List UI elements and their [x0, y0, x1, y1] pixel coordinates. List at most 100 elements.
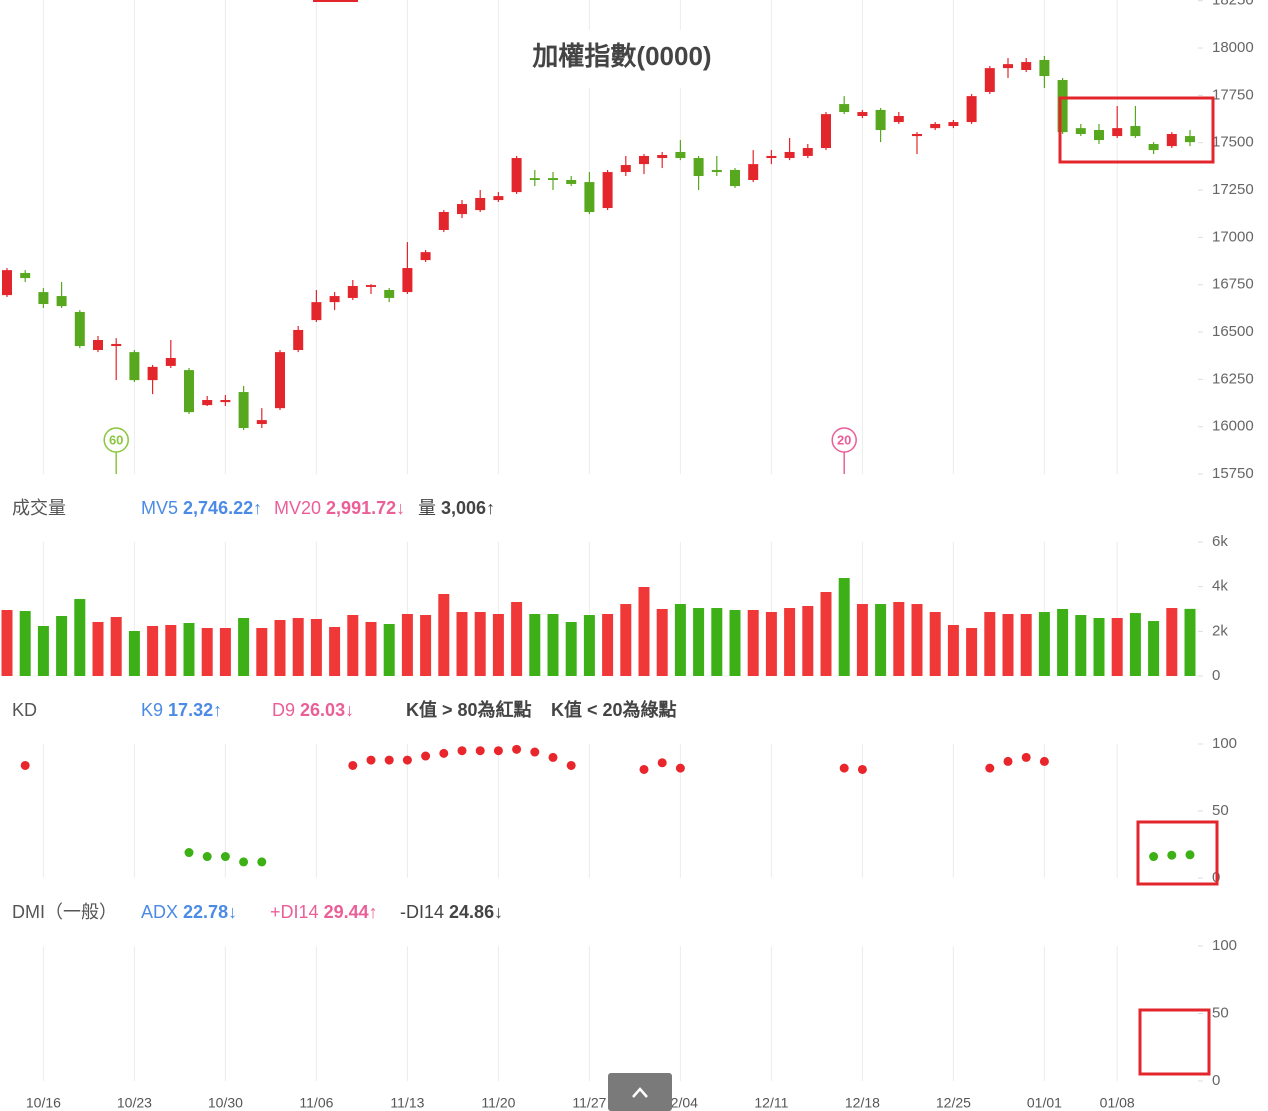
chevron-up-icon[interactable] [632, 1087, 648, 1098]
volume-bar [747, 610, 759, 676]
volume-bar [401, 614, 413, 676]
volume-bar [693, 608, 705, 676]
volume-bar [1038, 612, 1050, 676]
volume-bar [37, 625, 49, 676]
legend-trend: ↑ [369, 902, 378, 922]
volume-bar [875, 604, 887, 676]
scroll-top-button[interactable] [608, 1073, 672, 1111]
k-threshold-dot [1167, 850, 1177, 860]
candle-body [402, 268, 413, 293]
volume-bar [620, 604, 632, 676]
highlight-box [1058, 96, 1215, 164]
candle-body [584, 182, 595, 212]
volume-bar [365, 621, 377, 676]
legend-name: D9 [272, 700, 295, 720]
candle-body [1148, 144, 1159, 151]
k-threshold-dot [493, 746, 503, 756]
candle-body [238, 392, 249, 429]
candle-body [74, 311, 85, 347]
volume-bar [329, 627, 341, 676]
volume-bar [456, 612, 468, 676]
candle-body [675, 151, 686, 159]
candle-body [529, 178, 540, 180]
legend-d9: D9 26.03↓ [272, 700, 354, 720]
x-tick-label: 12/11 [754, 1095, 788, 1111]
volume-bar [711, 608, 723, 676]
candle-body [165, 357, 176, 366]
volume-bar [802, 606, 814, 676]
volume-bar [729, 610, 741, 676]
ma-label: 20 [837, 432, 851, 447]
k-threshold-dot [366, 755, 376, 765]
candle-body [1112, 128, 1123, 137]
k-threshold-dot [566, 760, 576, 770]
x-tick-label: 10/30 [208, 1095, 243, 1111]
candle-body [693, 158, 704, 177]
k-threshold-dot [548, 752, 558, 762]
k-threshold-dot [457, 746, 467, 756]
candle-body [1094, 130, 1104, 141]
candle-body [1021, 62, 1032, 70]
candle-body [475, 197, 486, 211]
volume-bar [74, 599, 86, 676]
volume-bar [92, 621, 104, 676]
k-threshold-dot [1185, 850, 1195, 860]
ma-label: 60 [109, 432, 123, 447]
volume-bar [765, 612, 777, 676]
legend-value: 3,006 [441, 498, 486, 518]
legend-plus-di: +DI14 29.44↑ [270, 902, 378, 922]
y-tick-label: 100 [1212, 937, 1237, 954]
candle-body [347, 286, 358, 298]
ma-label-badge [103, 427, 129, 453]
volume-bar [547, 614, 559, 676]
volume-bar [1166, 608, 1178, 676]
volume-bar [1002, 614, 1014, 676]
kd-header: KD [12, 700, 37, 720]
legend-value: 26.03 [300, 700, 345, 720]
y-tick-label: 16500 [1212, 323, 1254, 340]
legend-value: 24.86 [449, 902, 494, 922]
volume-bar [110, 617, 122, 676]
volume-bar [947, 625, 959, 676]
x-tick-label: 11/20 [481, 1095, 515, 1111]
volume-bar [347, 615, 359, 676]
k-threshold-dot [202, 852, 212, 862]
volume-bar [1, 610, 13, 676]
button-background[interactable] [608, 1073, 672, 1111]
k-threshold-dot [512, 744, 522, 754]
legend-name: 量 [418, 498, 436, 518]
candle-body [20, 272, 31, 279]
y-tick-label: 6k [1212, 533, 1228, 550]
volume-bar [128, 630, 140, 676]
x-tick-label: 01/01 [1027, 1095, 1062, 1111]
top-tab-indicator [313, 0, 358, 2]
y-tick-label: 0 [1212, 1072, 1220, 1089]
volume-bar [420, 615, 432, 676]
candle-body [602, 172, 613, 209]
k-threshold-dot [220, 852, 230, 862]
legend-value: 22.78 [183, 902, 228, 922]
candle-body [875, 109, 886, 131]
candle-body [766, 155, 777, 159]
candle-body [1039, 59, 1050, 77]
volume-bar [310, 619, 322, 676]
volume-bar [856, 604, 868, 676]
highlight-box [1138, 1008, 1211, 1076]
legend-trend: ↑ [253, 498, 262, 518]
volume-bar [820, 592, 832, 676]
candle-body [930, 123, 941, 129]
y-tick-label: 16250 [1212, 370, 1254, 387]
k-threshold-dot [1021, 752, 1031, 762]
k-threshold-dot [530, 747, 540, 757]
legend-name: +DI14 [270, 902, 319, 922]
y-tick-label: 18250 [1212, 0, 1254, 9]
legend-trend: ↓ [494, 902, 503, 922]
k-threshold-dot [184, 848, 194, 858]
volume-bar [784, 608, 796, 676]
k-threshold-dot [475, 746, 485, 756]
volume-bar [256, 628, 268, 676]
x-tick-label: 11/27 [572, 1095, 606, 1111]
volume-bar [966, 628, 978, 676]
legend-name: K9 [141, 700, 163, 720]
legend-name: -DI14 [400, 902, 444, 922]
